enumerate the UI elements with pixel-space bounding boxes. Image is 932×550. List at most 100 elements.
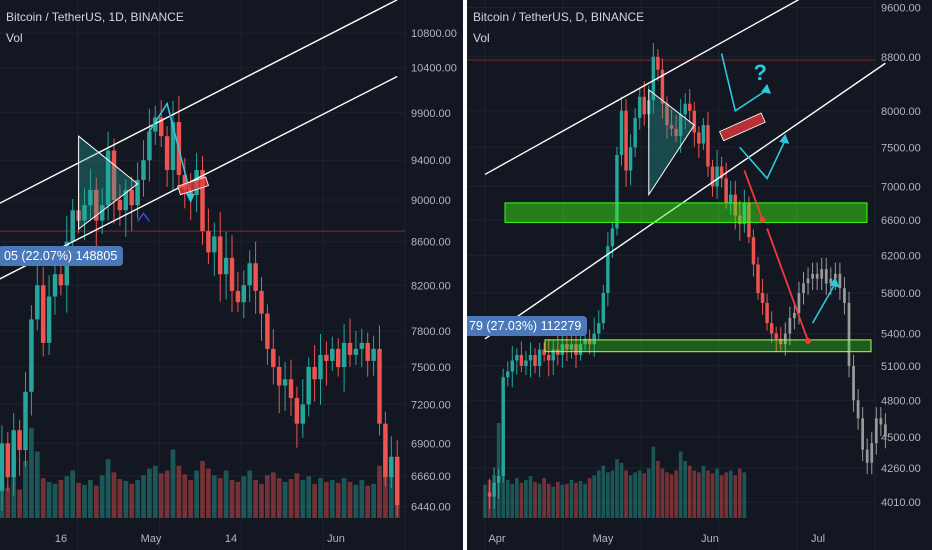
volume-bar [76, 482, 81, 518]
volume-bar [633, 472, 637, 518]
volume-bar [388, 470, 394, 518]
volume-bar [665, 472, 669, 518]
y-tick-label: 8600.00 [411, 237, 451, 249]
volume-bar [11, 475, 17, 518]
volume-bar [306, 476, 312, 518]
volume-bar [737, 468, 742, 518]
candle-body [487, 492, 492, 497]
candle-body [728, 194, 733, 203]
y-tick-label: 10800.00 [411, 28, 457, 40]
volume-bar [628, 475, 633, 518]
volume-bar [247, 470, 253, 518]
volume-bar [164, 470, 170, 518]
candle-body [52, 274, 58, 297]
candle-body [170, 122, 176, 171]
volume-bar [276, 478, 282, 518]
projection-bar [874, 418, 878, 444]
volume-bar [170, 449, 176, 518]
candle-body [678, 114, 683, 137]
projection-bar [824, 269, 828, 284]
candle-body [769, 323, 774, 334]
volume-bar [706, 470, 710, 518]
y-tick-label: 6900.00 [411, 438, 451, 450]
volume-bar [117, 479, 123, 518]
projection-bar [838, 273, 842, 289]
candle-body [601, 293, 606, 324]
volume-bar [619, 462, 624, 518]
chart-panel-right[interactable]: 9600.00 8800.00 8000.00 7500.00 7000.00 6600.… [467, 0, 932, 550]
candle-body [17, 430, 22, 451]
volume-bar [674, 470, 678, 518]
y-tick-label: 8000.00 [881, 106, 921, 118]
x-tick-label: 14 [225, 533, 237, 545]
y-tick-label: 6440.00 [411, 502, 451, 514]
candle-body [147, 131, 152, 161]
candle-body [164, 136, 170, 171]
projection-bar [884, 424, 887, 437]
volume-bar [596, 470, 601, 518]
candle-body [692, 110, 697, 133]
volume-bar [329, 480, 335, 518]
projection-bar [852, 365, 855, 401]
chart-left-canvas[interactable]: 10800.00 10400.00 9900.00 9400.00 9000.00 860… [0, 0, 463, 550]
cyan-arrow-head [779, 133, 790, 144]
projection-bar [783, 333, 787, 345]
candle-body [688, 103, 692, 111]
candle-body [271, 348, 276, 368]
candle-body [341, 342, 347, 368]
candle-body [94, 189, 99, 221]
chart-right-canvas[interactable]: 9600.00 8800.00 8000.00 7500.00 7000.00 6600.… [467, 0, 932, 550]
x-tick-label: Jun [327, 533, 345, 545]
volume-bar [742, 472, 747, 518]
projection-bar [797, 293, 801, 313]
volume-bar [17, 489, 22, 518]
y-tick-label: 7500.00 [881, 142, 921, 154]
candle-body [335, 348, 341, 368]
candle-body [58, 274, 64, 286]
projection-bar [843, 288, 846, 303]
question-mark-annotation: ? [753, 60, 766, 85]
projection-bar [820, 269, 824, 279]
volume-bar [223, 470, 229, 518]
candle-body [556, 349, 560, 355]
chart-panel-left[interactable]: 10800.00 10400.00 9900.00 9400.00 9000.00 860… [0, 0, 463, 550]
candle-body [765, 302, 769, 324]
volume-bar [188, 480, 194, 518]
volume-bar [182, 474, 188, 518]
candle-body [330, 348, 335, 361]
candle-body [253, 263, 258, 291]
candle-body [158, 117, 164, 137]
volume-bar [99, 475, 105, 518]
candle-body [324, 354, 329, 361]
projection-bar [815, 273, 819, 279]
volume-bar [152, 465, 158, 518]
channel-lower-line [484, 62, 886, 340]
candle-body [610, 228, 615, 247]
volume-bar [235, 481, 241, 518]
volume-bar [253, 480, 258, 518]
y-tick-label: 4500.00 [881, 432, 921, 444]
volume-bar [93, 485, 99, 518]
volume-bar [365, 485, 371, 518]
volume-bar [642, 473, 647, 518]
candle-body [259, 290, 264, 314]
y-tick-label: 7000.00 [881, 181, 921, 193]
candle-body [241, 285, 247, 303]
candle-body [619, 110, 624, 155]
projection-bar [806, 278, 810, 284]
support-zone-upper [504, 202, 868, 223]
volume-bar [565, 483, 569, 518]
projection-bar [833, 273, 837, 279]
projection-bar [788, 318, 792, 334]
candle-body [574, 344, 578, 355]
volume-bar [533, 481, 537, 518]
volume-bar [371, 483, 376, 518]
red-scenario-arrow [743, 170, 764, 221]
candle-body [706, 125, 710, 167]
y-tick-label: 10400.00 [411, 63, 457, 75]
volume-bar [52, 483, 58, 518]
volume-bar [58, 480, 64, 518]
volume-bar [29, 427, 34, 518]
candle-body [294, 398, 300, 424]
candle-body [247, 263, 252, 286]
